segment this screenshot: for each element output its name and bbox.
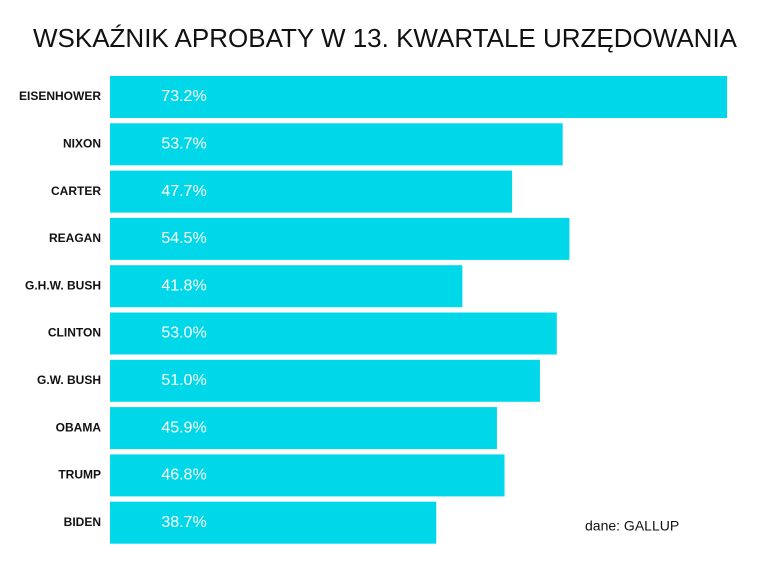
category-label: TRUMP — [58, 468, 101, 482]
category-label: NIXON — [63, 136, 101, 150]
value-label: 53.0% — [161, 325, 206, 342]
bar — [110, 312, 557, 355]
category-label: EISENHOWER — [19, 89, 101, 103]
category-label: G.H.W. BUSH — [25, 278, 101, 292]
bar — [110, 170, 513, 213]
category-label: CARTER — [51, 184, 101, 198]
bar — [110, 407, 497, 450]
source: dane: GALLUP — [585, 518, 679, 534]
value-label: 47.7% — [161, 183, 206, 200]
bar — [110, 76, 728, 118]
category-label: REAGAN — [49, 231, 101, 245]
value-label: 46.8% — [161, 467, 206, 484]
bar — [110, 217, 570, 260]
value-label: 45.9% — [161, 419, 206, 436]
value-label: 54.5% — [161, 230, 206, 247]
bar — [110, 359, 540, 402]
bar — [110, 501, 437, 544]
value-label: 73.2% — [161, 88, 206, 105]
value-label: 51.0% — [161, 372, 206, 389]
value-label: 38.7% — [161, 514, 206, 531]
bar — [110, 265, 463, 308]
category-label: BIDEN — [64, 515, 101, 529]
bar — [110, 454, 505, 497]
category-label: G.W. BUSH — [37, 373, 101, 387]
value-label: 41.8% — [161, 277, 206, 294]
category-label: CLINTON — [48, 326, 101, 340]
chart-title: WSKAŹNIK APROBATY W 13. KWARTALE URZĘDOW… — [33, 23, 738, 53]
bar — [110, 123, 563, 166]
category-label: OBAMA — [56, 420, 102, 434]
value-label: 53.7% — [161, 136, 206, 153]
